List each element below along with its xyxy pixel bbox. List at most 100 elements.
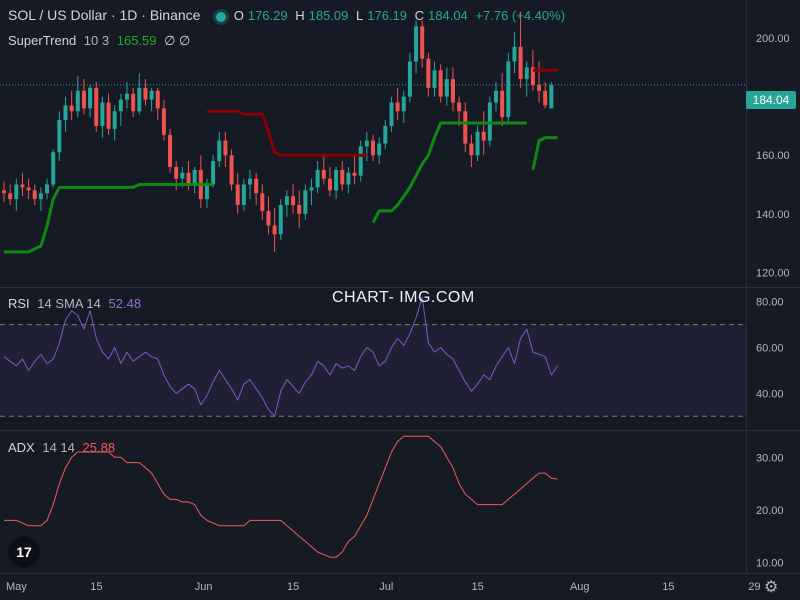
symbol-legend: SOL / US Dollar · 1D · Binance O 176.29 H… [8, 7, 569, 23]
candle-body [229, 155, 234, 185]
candle-body [8, 193, 13, 200]
rsi-legend[interactable]: RSI 14 SMA 14 52.48 [8, 296, 145, 311]
candle-body [512, 46, 517, 62]
supertrend-value: 165.59 [116, 33, 157, 48]
tradingview-logo: 17 [8, 536, 40, 568]
candle-body [26, 187, 31, 191]
candle-body [192, 169, 197, 185]
close-value: 184.04 [428, 8, 468, 23]
adx-line [4, 435, 558, 558]
candle-body [284, 196, 289, 205]
candle-body [63, 105, 68, 121]
candle-body [407, 61, 412, 97]
supertrend-down-line [207, 109, 367, 157]
candle-body [321, 169, 326, 179]
candle-body [241, 184, 246, 205]
low-label: L [356, 8, 364, 23]
candle-body [383, 125, 388, 144]
candle-body [475, 131, 480, 156]
candle-body [254, 178, 259, 194]
candle-body [327, 178, 332, 191]
candle-body [549, 84, 554, 109]
candle-body [137, 87, 142, 112]
close-label: C [414, 8, 425, 23]
candle-body [297, 205, 302, 214]
time-axis-tick-label: Jul [379, 581, 393, 593]
candle-body [352, 172, 357, 176]
candle-body [494, 90, 498, 103]
candle-body [143, 87, 148, 100]
candle-body [204, 184, 209, 200]
candle-body [426, 58, 431, 88]
adx-name: ADX [8, 440, 35, 455]
candle-body [223, 140, 228, 156]
adx-legend[interactable]: ADX 14 14 25.88 [8, 440, 119, 455]
candle-body [395, 102, 400, 112]
candle-body [168, 134, 173, 167]
rsi-band-fill [0, 324, 746, 417]
gear-icon[interactable]: ⚙ [764, 579, 779, 596]
candle-body [174, 166, 179, 179]
supertrend-legend[interactable]: SuperTrend 10 3 165.59 ∅ ∅ [8, 33, 194, 49]
time-axis-tick-label: 29 [748, 581, 760, 593]
candle-body [186, 172, 191, 185]
adx-params: 14 14 [42, 440, 75, 455]
candle-body [20, 184, 25, 188]
candle-body [401, 96, 406, 112]
symbol-title: SOL / US Dollar · 1D · Binance [8, 7, 201, 23]
candle-body [530, 67, 535, 85]
candle-body [444, 79, 449, 97]
time-axis-tick-label: 15 [90, 581, 102, 593]
candle-body [537, 84, 542, 91]
candle-body [14, 184, 19, 200]
candle-body [481, 131, 486, 141]
candle-body [38, 193, 43, 200]
time-axis-tick-label: 15 [287, 581, 299, 593]
candle-body [309, 187, 314, 191]
candle-body [45, 184, 50, 194]
candle-body [106, 102, 111, 129]
candle-body [131, 93, 136, 112]
candle-body [358, 146, 363, 176]
time-axis-tick-label: May [6, 581, 27, 593]
candle-body [32, 190, 37, 200]
candle-body [543, 90, 548, 106]
candle-body [260, 193, 265, 211]
rsi-params: 14 SMA 14 [37, 296, 101, 311]
price-axis-tick-label: 140.00 [756, 209, 790, 221]
candle-body [211, 161, 216, 185]
time-axis-tick-label: Jun [195, 581, 213, 593]
candle-body [524, 67, 529, 80]
candle-body [100, 102, 105, 126]
supertrend-up-line [4, 183, 214, 254]
candle-body [88, 87, 93, 109]
live-status-icon [216, 11, 227, 22]
candle-body [81, 90, 86, 109]
rsi-line [3, 296, 558, 417]
candle-body [438, 70, 443, 97]
adx-value: 25.88 [82, 440, 116, 455]
time-axis-tick-label: Aug [570, 581, 590, 593]
candle-body [69, 105, 74, 112]
candle-body [420, 26, 425, 59]
supertrend-name: SuperTrend [8, 33, 77, 48]
candle-body [450, 79, 455, 103]
supertrend-up-line [531, 136, 558, 171]
candle-body [75, 90, 80, 112]
candle-body [457, 102, 462, 112]
candle-body [303, 190, 308, 214]
last-price-tag: 184.04 [746, 91, 796, 109]
candle-body [364, 140, 369, 147]
candle-body [346, 172, 351, 185]
rsi-axis-tick-label: 80.00 [756, 297, 784, 309]
candle-body [266, 210, 271, 226]
candle-body [340, 169, 345, 185]
supertrend-params: 10 3 [83, 33, 110, 48]
candle-body [155, 90, 160, 109]
open-value: 176.29 [247, 8, 288, 23]
rsi-axis-tick-label: 40.00 [756, 388, 784, 400]
low-value: 176.19 [367, 8, 407, 23]
rsi-value: 52.48 [108, 296, 142, 311]
price-axis-tick-label: 200.00 [756, 33, 790, 45]
